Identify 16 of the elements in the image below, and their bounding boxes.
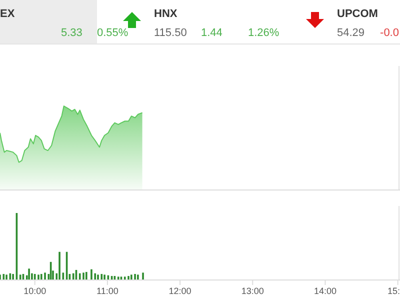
x-tick-label: 14:00 — [314, 286, 336, 296]
x-tick-label: 12:00 — [168, 286, 192, 296]
text: 115.50 — [154, 27, 187, 39]
text: HNX — [154, 8, 178, 20]
text: 1.44 — [201, 27, 222, 39]
x-tick-label: 15: — [387, 286, 400, 296]
x-tick-label: 11:00 — [96, 286, 118, 296]
text: 5.33 — [61, 27, 82, 39]
x-tick-label: 10:00 — [24, 286, 46, 296]
text: UPCOM — [337, 8, 378, 20]
text: 1.26% — [248, 27, 280, 39]
x-tick-label: 13:00 — [241, 286, 264, 296]
text: -0.0 — [380, 27, 399, 39]
text: 54.29 — [337, 27, 365, 39]
text: 0.55% — [97, 27, 128, 39]
text: EX — [0, 8, 16, 20]
